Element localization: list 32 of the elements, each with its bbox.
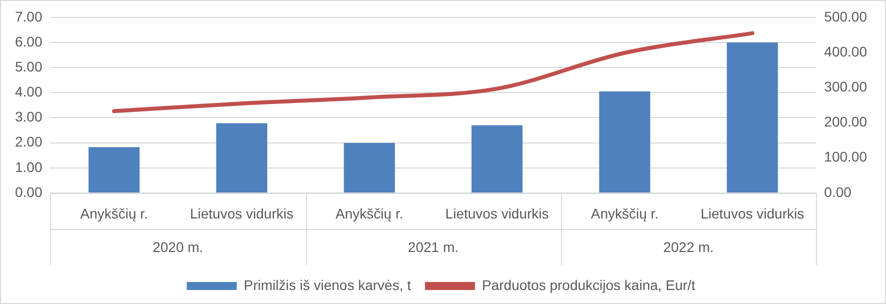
y-tick-label: 4.00 xyxy=(15,84,42,100)
y2-tick-label: 0.00 xyxy=(824,184,852,200)
y-tick-label: 6.00 xyxy=(15,33,42,50)
text: 2021 m. xyxy=(408,238,459,255)
x-tick-label: Anykščių r. xyxy=(336,205,404,222)
bar xyxy=(472,125,523,192)
y-tick-label: 5.00 xyxy=(15,58,42,74)
x-tick-label: Lietuvos vidurkis xyxy=(445,205,549,222)
bar xyxy=(88,147,140,192)
bar xyxy=(344,142,395,192)
y-tick-label: 1.00 xyxy=(15,158,42,175)
bar xyxy=(726,42,778,192)
y-tick-label: 0.00 xyxy=(15,184,42,200)
x-tick-label: Anykščių r. xyxy=(80,205,148,222)
y-tick-label: 3.00 xyxy=(15,108,42,125)
text: 2020 m. xyxy=(152,238,204,255)
x-tick-label: Anykščių r. xyxy=(590,205,659,222)
y2-tick-label: 100.00 xyxy=(824,148,868,165)
y-tick-label: 7.00 xyxy=(15,8,42,24)
bar xyxy=(599,91,650,192)
x-tick-label: Lietuvos vidurkis xyxy=(700,205,804,222)
bar xyxy=(216,123,268,192)
line-series xyxy=(112,31,754,114)
y2-tick-label: 500.00 xyxy=(824,8,868,24)
legend-label: Primilžis iš vienos karvės, t xyxy=(244,276,412,293)
x-tick-label: Lietuvos vidurkis xyxy=(190,205,294,222)
y2-tick-label: 200.00 xyxy=(824,114,868,130)
text: 2022 m. xyxy=(663,238,714,255)
legend-label: Parduotos produkcijos kaina, Eur/t xyxy=(482,276,696,293)
y-tick-label: 2.00 xyxy=(15,134,42,150)
y2-tick-label: 400.00 xyxy=(824,43,868,60)
y2-tick-label: 300.00 xyxy=(824,78,868,94)
